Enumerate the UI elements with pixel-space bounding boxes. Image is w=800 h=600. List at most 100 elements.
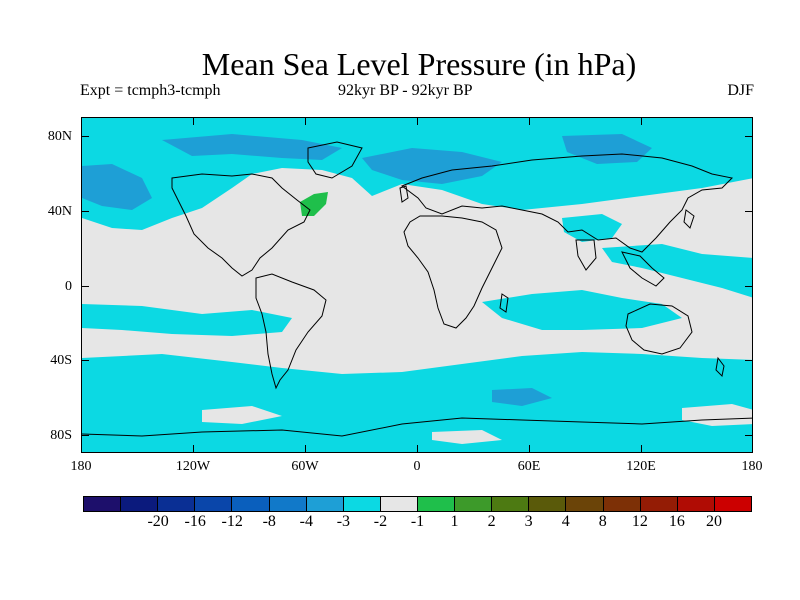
south-america-coast bbox=[255, 273, 327, 390]
india-coast bbox=[575, 239, 597, 271]
lat-tick bbox=[745, 211, 753, 212]
colorbar-tick-label: 4 bbox=[561, 513, 570, 530]
southern-ocean-anomaly bbox=[82, 352, 752, 452]
map-canvas bbox=[82, 118, 752, 452]
colorbar-swatch bbox=[566, 497, 604, 511]
lat-tick bbox=[81, 435, 89, 436]
west-pacific-anomaly bbox=[602, 244, 752, 298]
southern-ocean-anomaly-deep bbox=[492, 388, 552, 406]
lon-tick bbox=[417, 117, 418, 125]
south-pacific-anomaly bbox=[82, 304, 292, 336]
colorbar-tick-label: -16 bbox=[184, 513, 206, 530]
new-zealand-coast bbox=[715, 356, 725, 378]
colorbar-swatch bbox=[195, 497, 233, 511]
colorbar-tick-label: -2 bbox=[373, 513, 388, 530]
asia-anomaly bbox=[562, 214, 622, 242]
siberia-anomaly-deep bbox=[362, 148, 502, 184]
lat-tick bbox=[745, 435, 753, 436]
europe-asia-coast bbox=[400, 153, 734, 253]
colorbar-swatch bbox=[84, 497, 122, 511]
colorbar-swatch bbox=[492, 497, 530, 511]
lat-label-80n: 80N bbox=[47, 129, 72, 144]
colorbar-tick-label: -8 bbox=[262, 513, 276, 530]
southeast-asia-coast bbox=[621, 251, 665, 287]
colorbar-swatch bbox=[714, 497, 751, 511]
uk-coast bbox=[399, 185, 409, 203]
indian-ocean-anomaly bbox=[482, 290, 682, 330]
lon-label-180w: 180 bbox=[70, 459, 92, 474]
lon-tick bbox=[193, 117, 194, 125]
colorbar-swatch bbox=[417, 497, 456, 511]
lat-tick bbox=[745, 360, 753, 361]
colorbar-tick-label: 12 bbox=[631, 513, 648, 530]
colorbar-tick-label: -4 bbox=[299, 513, 313, 530]
plot-title: Mean Sea Level Pressure (in hPa) bbox=[201, 46, 637, 82]
lon-tick bbox=[529, 117, 530, 125]
colorbar-swatch bbox=[232, 497, 270, 511]
colorbar-tick-label: 1 bbox=[450, 513, 459, 530]
lat-tick bbox=[745, 286, 753, 287]
australia-coast bbox=[625, 303, 693, 355]
colorbar-tick-label: 8 bbox=[598, 513, 607, 530]
arctic-anomaly-deep bbox=[162, 134, 342, 160]
colorbar-tick-label: 3 bbox=[524, 513, 533, 530]
lon-tick bbox=[417, 445, 418, 453]
lat-label-40n: 40N bbox=[47, 204, 72, 219]
lat-tick bbox=[81, 286, 89, 287]
lat-tick bbox=[81, 360, 89, 361]
season-label: DJF bbox=[727, 82, 754, 99]
lon-label-60w: 60W bbox=[291, 459, 319, 474]
atlantic-positive bbox=[300, 192, 328, 216]
colorbar-tick-label: -12 bbox=[221, 513, 243, 530]
colorbar-swatch bbox=[677, 497, 715, 511]
colorbar-swatch bbox=[529, 497, 567, 511]
north-america-coast bbox=[171, 173, 311, 277]
japan-coast bbox=[683, 209, 695, 229]
lon-label-0: 0 bbox=[413, 459, 421, 474]
colorbar-swatch bbox=[306, 497, 344, 511]
lon-label-120w: 120W bbox=[175, 459, 211, 474]
period-label: 92kyr BP - 92kyr BP bbox=[338, 82, 473, 99]
colorbar-swatch bbox=[269, 497, 307, 511]
antarctica-coast bbox=[82, 417, 752, 437]
lat-tick bbox=[81, 136, 89, 137]
colorbar-tick-label: -20 bbox=[147, 513, 169, 530]
lat-label-80s: 80S bbox=[50, 428, 72, 443]
colorbar-swatch bbox=[455, 497, 493, 511]
lon-tick bbox=[193, 445, 194, 453]
colorbar-swatch bbox=[380, 497, 418, 511]
colorbar-tick-label: -3 bbox=[336, 513, 351, 530]
lon-label-120e: 120E bbox=[626, 459, 656, 474]
lon-tick bbox=[529, 445, 530, 453]
map-panel bbox=[81, 117, 753, 453]
antarctic-gap bbox=[202, 406, 282, 424]
lat-tick bbox=[745, 136, 753, 137]
lon-label-60e: 60E bbox=[517, 459, 541, 474]
colorbar-swatch bbox=[121, 497, 159, 511]
greenland-coast bbox=[307, 141, 363, 179]
lon-tick bbox=[641, 445, 642, 453]
colorbar bbox=[83, 496, 752, 512]
madagascar-coast bbox=[499, 293, 509, 313]
lon-tick bbox=[641, 117, 642, 125]
colorbar-swatch bbox=[640, 497, 678, 511]
experiment-label: Expt = tcmph3-tcmph bbox=[80, 82, 221, 99]
colorbar-swatch bbox=[343, 497, 381, 511]
antarctic-gap-2 bbox=[432, 430, 502, 444]
coastlines bbox=[82, 141, 752, 437]
colorbar-swatch bbox=[158, 497, 196, 511]
eurasia-anomaly-deep bbox=[562, 134, 652, 164]
lon-tick bbox=[305, 117, 306, 125]
aleutian-anomaly-deep bbox=[82, 164, 152, 210]
lat-label-40s: 40S bbox=[50, 353, 72, 368]
lat-tick bbox=[81, 211, 89, 212]
lon-label-180e: 180 bbox=[741, 459, 763, 474]
lat-label-0: 0 bbox=[65, 279, 72, 294]
colorbar-tick-label: 20 bbox=[705, 513, 722, 530]
colorbar-tick-label: 2 bbox=[487, 513, 496, 530]
colorbar-swatch bbox=[603, 497, 641, 511]
lon-tick bbox=[305, 445, 306, 453]
colorbar-tick-label: 16 bbox=[668, 513, 685, 530]
colorbar-tick-label: -1 bbox=[410, 513, 425, 530]
africa-coast bbox=[403, 215, 503, 329]
